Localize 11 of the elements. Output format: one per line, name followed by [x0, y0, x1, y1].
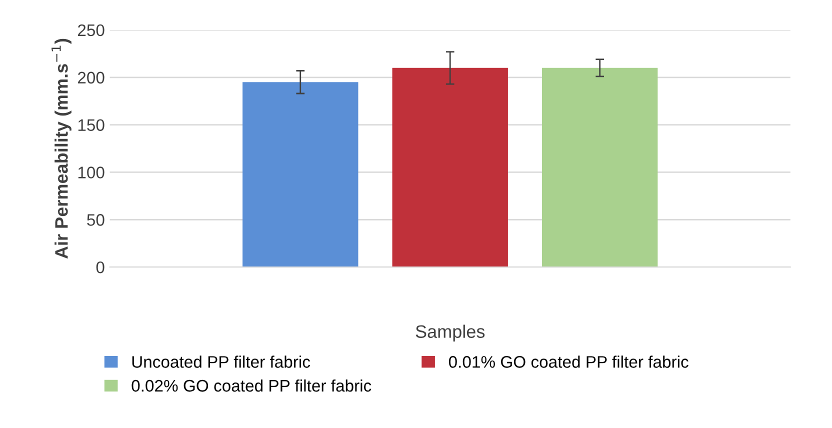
y-tick-label: 50: [87, 214, 104, 226]
x-axis-title: Samples: [416, 324, 485, 342]
legend-label: Uncoated PP filter fabric: [132, 356, 310, 368]
y-tick-label: 200: [78, 72, 104, 84]
y-tick-label: 150: [78, 119, 104, 132]
legend-label: 0.01% GO coated PP filter fabric: [448, 356, 688, 368]
y-tick-label: 100: [78, 166, 104, 178]
legend-label: 0.02% GO coated PP filter fabric: [132, 379, 372, 392]
y-tick-label: 0: [96, 261, 104, 274]
y-axis-title: Air Permeability (mm.s$^{−1}$): [52, 38, 72, 259]
y-tick-label: 250: [78, 24, 104, 36]
